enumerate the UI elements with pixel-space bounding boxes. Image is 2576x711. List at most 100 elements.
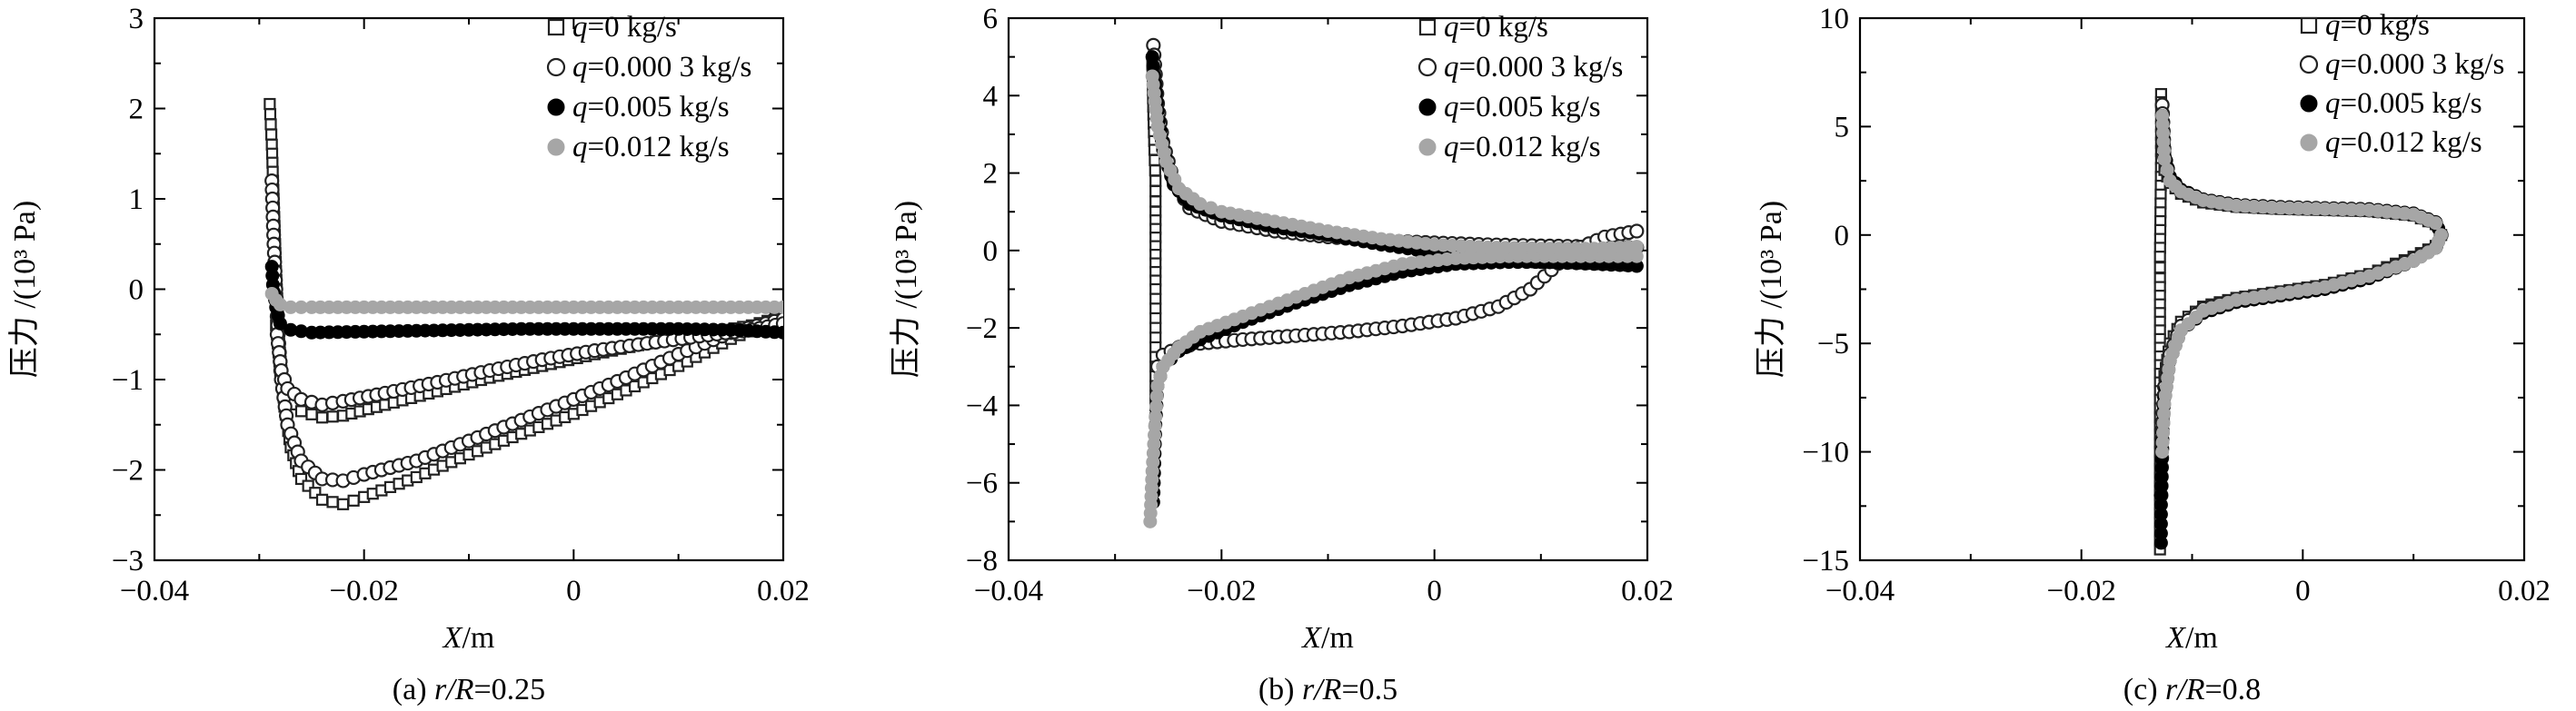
y-tick-label: −1 [112,364,144,397]
data-point [1149,311,1162,325]
data-point [1629,240,1644,254]
data-layer [2153,87,2449,556]
legend-entry: q=0.005 kg/s [1444,91,1601,123]
legend: q=0 kg/s q=0.000 3 kg/s q=0.005 kg/s q=0.01… [2299,9,2504,159]
data-layer [1143,37,1645,528]
x-tick-label: 0 [1427,575,1442,607]
series-3 [1143,69,1644,528]
chart-panel-a: −0.04 −0.02 0 0.02 −3 −2 −1 0 1 2 3 q=0 kg/s q=0.000… [7,3,810,706]
data-point [1149,164,1161,177]
y-tick-label: −6 [966,468,998,500]
y-tick-label: 5 [1835,111,1850,143]
data-point [315,493,329,506]
data-point [273,316,287,331]
legend-marker [547,138,565,156]
legend-marker [1418,18,1437,36]
data-point [2153,536,2168,550]
x-tick-label: −0.04 [120,575,189,607]
y-tick-label: 2 [129,94,144,126]
caption-var: r/R [434,673,474,706]
legend-entry: q=0.005 kg/s [2325,87,2482,120]
x-tick-label: −0.02 [2046,575,2115,607]
x-tick-label: 0 [2295,575,2311,607]
y-tick-label: 4 [983,80,999,113]
y-tick-label: −15 [1802,545,1849,578]
x-axis-var: X [2164,621,2186,655]
y-tick-label: 0 [983,235,999,268]
caption-value: =0.5 [1341,673,1397,706]
y-tick-label: 10 [1819,3,1849,35]
legend-entry: q=0 kg/s [572,11,677,44]
data-point [1629,223,1645,239]
data-point [1149,153,1161,166]
data-point [309,487,322,499]
legend-marker [546,57,566,77]
data-point [1149,195,1162,208]
x-tick-label: −0.04 [1825,575,1895,607]
data-point [1149,331,1162,344]
data-layer [264,97,783,510]
caption-prefix: (c) [2123,673,2165,706]
series-3 [264,286,783,314]
y-tick-label: 0 [1835,220,1850,252]
series-2 [264,260,783,340]
series-2 [2153,108,2449,550]
legend-entry: q=0.012 kg/s [1444,131,1601,163]
x-axis-unit: /m [1321,621,1354,655]
y-tick-label: −10 [1802,437,1849,469]
caption-value: =0.8 [2205,673,2262,706]
data-point [264,128,278,141]
legend-marker [547,98,565,116]
legend-entry: q=0.012 kg/s [2325,126,2482,159]
x-tick-label: −0.04 [974,575,1043,607]
legend-marker [2299,54,2319,74]
legend-entry: q=0.000 3 kg/s [572,51,751,84]
data-point [326,496,339,509]
data-point [305,408,318,420]
panel-caption: (a) r/R=0.25 [393,673,545,706]
y-tick-label: −5 [1817,328,1849,360]
legend-entry: q=0.005 kg/s [572,91,730,123]
data-point [337,498,350,510]
x-axis-unit: /m [2185,621,2218,655]
x-axis-unit: /m [462,621,494,655]
x-tick-label: 0 [566,575,582,607]
y-tick-label: 0 [129,274,144,307]
series-1 [2153,97,2449,503]
x-tick-label: 0.02 [1621,575,1674,607]
data-point [1149,292,1162,305]
data-point [1149,321,1162,334]
data-point [2153,262,2166,274]
data-point [264,97,276,111]
data-point [326,410,339,423]
x-axis-title: X/m [442,621,495,655]
series-3 [2155,108,2449,459]
y-tick-label: −2 [112,455,144,488]
data-point [1149,174,1162,187]
legend-marker [547,18,565,36]
legend-marker [1418,138,1437,156]
legend-marker [1417,57,1437,77]
caption-var: r/R [2165,673,2205,706]
y-axis-title: 压力 /(10³ Pa) [889,201,923,378]
series-1 [264,173,783,489]
panel-caption: (b) r/R=0.5 [1258,673,1397,706]
legend-entry: q=0 kg/s [1444,11,1548,44]
data-point [776,325,783,340]
y-tick-label: 1 [129,183,144,216]
data-point [2429,216,2443,231]
legend-entry: q=0.012 kg/s [572,131,730,163]
data-point [294,472,308,486]
data-point [1149,302,1162,315]
y-tick-label: −4 [966,390,998,422]
data-point [302,479,314,492]
caption-var: r/R [1302,673,1342,706]
legend-entry: q=0.000 3 kg/s [2325,48,2504,81]
legend-marker [1418,98,1437,116]
caption-prefix: (b) [1258,673,1302,706]
legend-marker [2300,16,2318,35]
data-point [315,411,329,424]
legend-entry: q=0.000 3 kg/s [1444,51,1623,84]
legend-marker [2300,133,2318,152]
